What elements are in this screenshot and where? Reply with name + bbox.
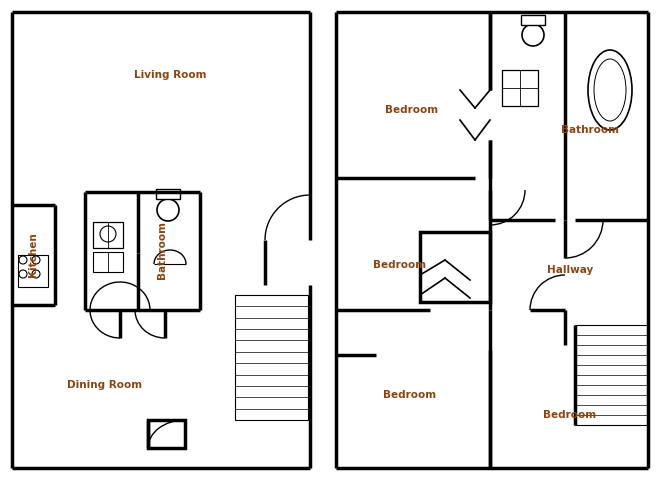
Bar — [93, 222, 123, 248]
Text: Bedroom: Bedroom — [544, 410, 597, 420]
Text: Hallway: Hallway — [547, 265, 593, 275]
Text: Dining Room: Dining Room — [67, 380, 143, 390]
Bar — [235, 295, 308, 420]
Bar — [575, 325, 648, 425]
Text: Bedroom: Bedroom — [384, 390, 436, 400]
Text: Bathroom: Bathroom — [561, 125, 619, 135]
Text: Bathroom: Bathroom — [157, 221, 167, 279]
Bar — [18, 255, 48, 287]
Text: Living Room: Living Room — [134, 70, 206, 80]
Bar — [148, 420, 185, 448]
Bar — [420, 232, 490, 302]
Bar — [502, 70, 538, 106]
Text: Kitchen: Kitchen — [28, 233, 38, 277]
Text: Bedroom: Bedroom — [374, 260, 426, 270]
Bar — [93, 252, 123, 272]
Bar — [156, 189, 180, 199]
Bar — [521, 15, 545, 25]
Text: Bedroom: Bedroom — [386, 105, 439, 115]
